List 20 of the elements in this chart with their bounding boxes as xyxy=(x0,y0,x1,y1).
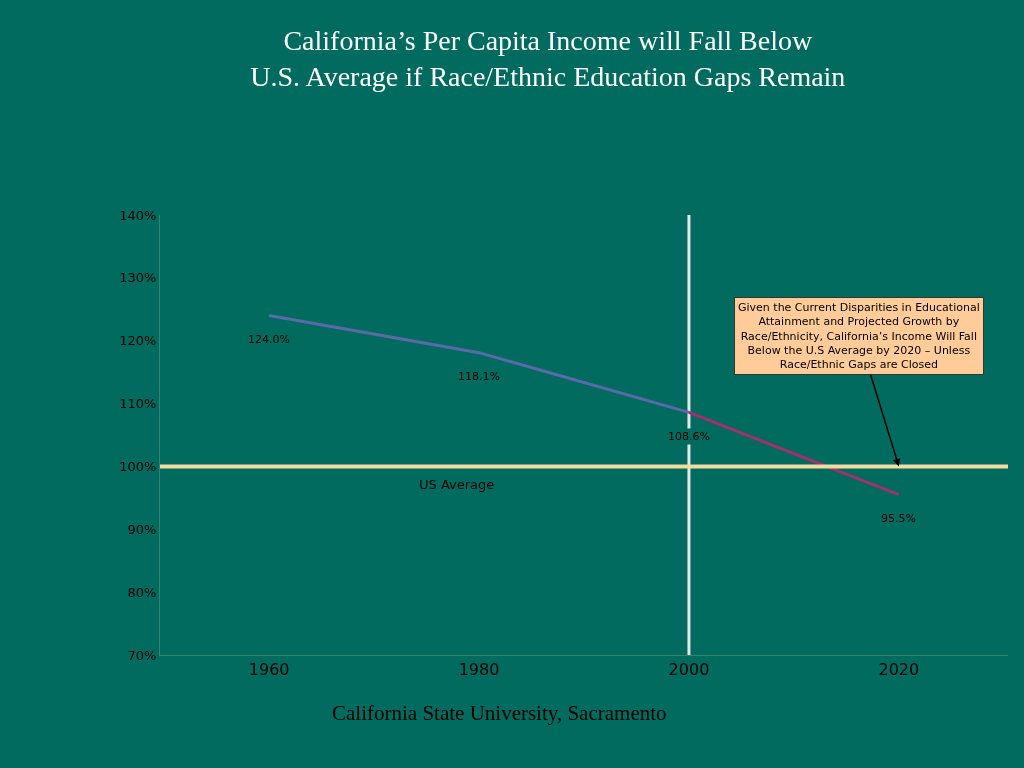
data-label: 124.0% xyxy=(248,333,290,346)
y-tick-label: 140% xyxy=(119,207,157,223)
x-tick-label: 1980 xyxy=(458,660,500,680)
y-tick-label: 70% xyxy=(127,647,157,663)
data-label: 95.5% xyxy=(881,512,916,525)
x-tick-label: 2020 xyxy=(878,660,920,680)
text: California State University, Sacramento xyxy=(332,701,667,725)
y-tick-label: 130% xyxy=(119,270,157,286)
x-tick-label: 2000 xyxy=(668,660,710,680)
data-label: 108.6% xyxy=(668,430,710,443)
x-tick-label: 1960 xyxy=(248,660,290,680)
y-tick-label: 110% xyxy=(119,396,157,412)
annotation: Given the Current Disparities in Educational Attainment and Projected Growth by Race/Ethnicity, California’s Income Will Fall Below the U.S Average by 2020 – Unless Race/Ethnic Gaps are Closed xyxy=(738,301,980,372)
ref-line-label: US Average xyxy=(419,477,495,492)
y-tick-label: 120% xyxy=(119,333,157,349)
y-tick-label: 100% xyxy=(119,458,157,474)
y-tick-label: 90% xyxy=(127,521,157,537)
chart-title: California’s Per Capita Income will Fall Below U.S. Average if Race/Ethnic Education Gaps Remain xyxy=(250,24,846,93)
data-label: 118.1% xyxy=(458,370,500,383)
y-tick-label: 80% xyxy=(127,584,157,600)
